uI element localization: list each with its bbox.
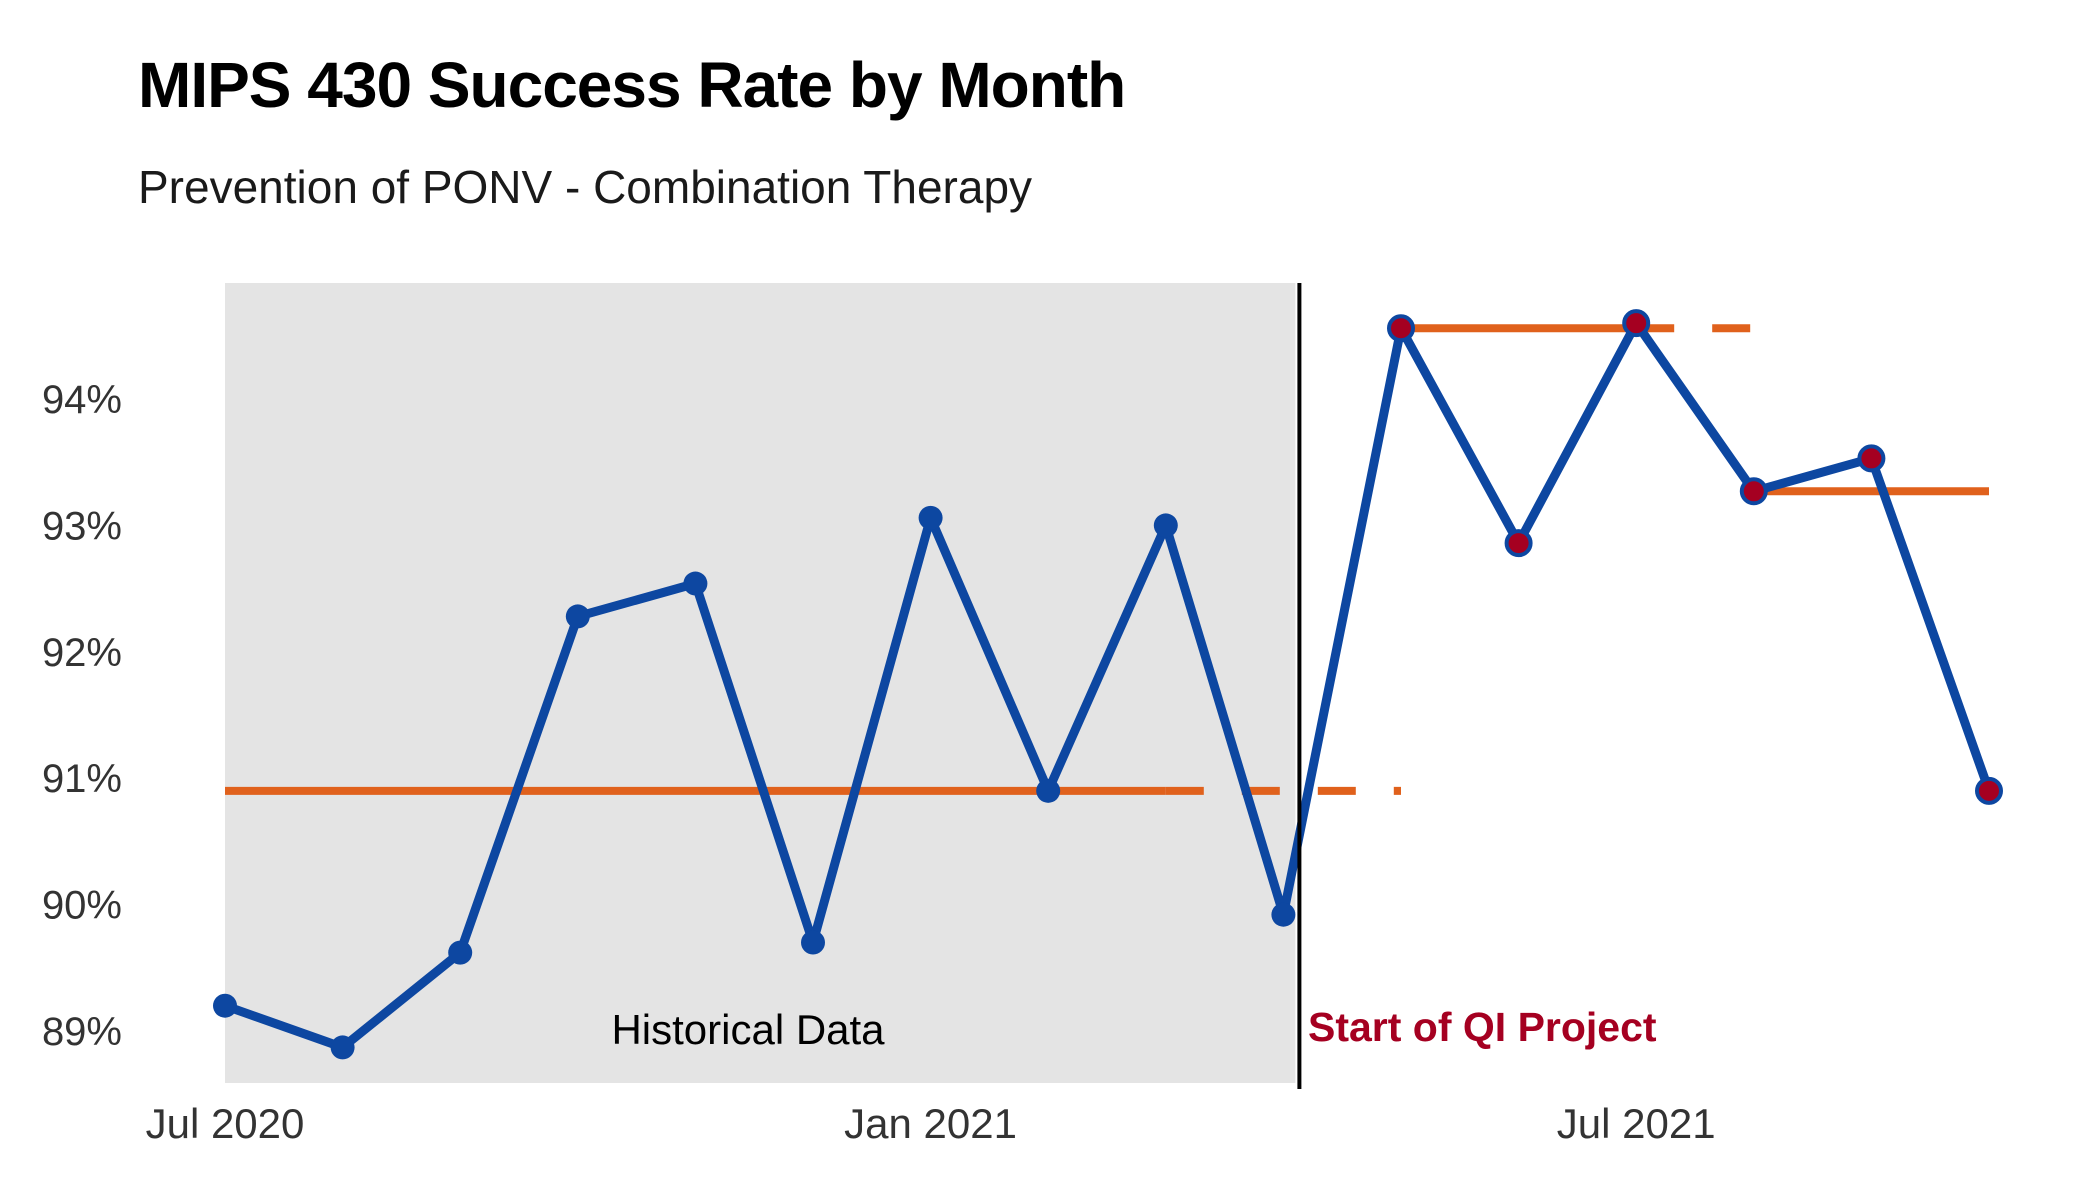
data-point [1857, 444, 1886, 473]
data-point [801, 930, 825, 955]
data-point [1153, 513, 1178, 538]
data-point [1622, 309, 1651, 338]
x-tick-label: Jan 2021 [844, 1100, 1017, 1147]
y-tick-label: 91% [42, 757, 122, 801]
data-point [1975, 776, 2003, 805]
data-point [918, 505, 943, 530]
series-line-layer [220, 318, 1994, 1052]
historical-data-label: Historical Data [611, 1006, 885, 1053]
y-tick-label: 93% [42, 504, 122, 548]
y-axis: 89% 90% 91% 92% 93% 94% [42, 378, 122, 1054]
data-point [1739, 477, 1768, 506]
y-tick-label: 89% [42, 1010, 122, 1054]
data-point [565, 604, 590, 629]
chart-title: MIPS 430 Success Rate by Month [138, 49, 1126, 121]
historical-shade [225, 283, 1296, 1083]
y-tick-label: 94% [42, 378, 122, 422]
chart-subtitle: Prevention of PONV - Combination Therapy [138, 161, 1033, 213]
data-point [1387, 314, 1415, 343]
x-tick-label: Jul 2021 [1557, 1100, 1716, 1147]
shaded-region-layer [225, 283, 1296, 1083]
x-axis: Jul 2020 Jan 2021 Jul 2021 [146, 1100, 1716, 1147]
y-tick-label: 92% [42, 631, 122, 675]
x-tick-label: Jul 2020 [146, 1100, 305, 1147]
annotations-layer: Historical Data Start of QI Project [611, 1004, 1656, 1053]
data-point [683, 571, 708, 596]
data-point [213, 993, 237, 1018]
series-line [220, 318, 1994, 1052]
data-point [1504, 529, 1533, 558]
median-lines-layer [225, 324, 1989, 795]
y-tick-label: 90% [42, 884, 122, 928]
data-point [1271, 902, 1296, 927]
data-point [330, 1035, 355, 1060]
data-point [448, 940, 473, 965]
data-point [1036, 778, 1061, 803]
qi-project-label: Start of QI Project [1308, 1004, 1657, 1050]
data-points-layer [213, 309, 2003, 1060]
